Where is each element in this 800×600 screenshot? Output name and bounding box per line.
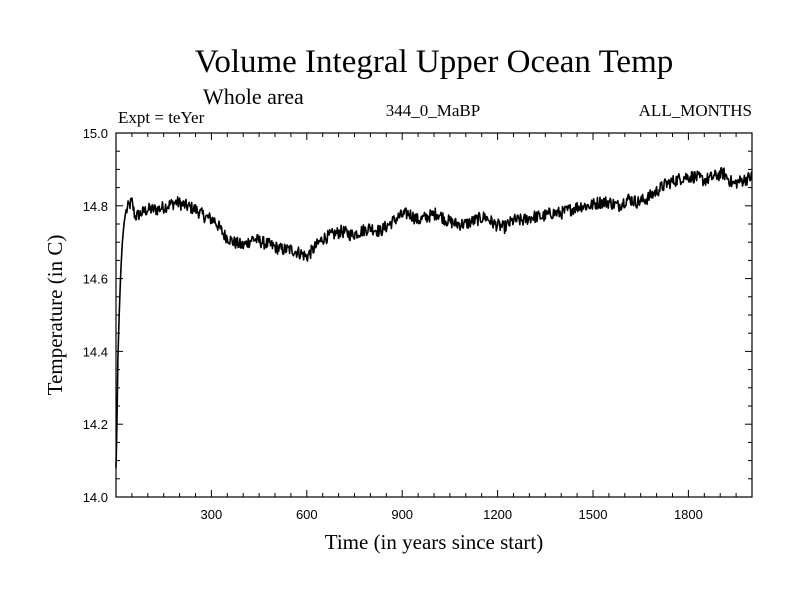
x-axis-ticks: 300 600 900 1200 1500 1800	[131, 133, 737, 522]
center-label: 344_0_MaBP	[386, 101, 480, 120]
x-axis-label: Time (in years since start)	[325, 530, 544, 554]
left-label: Expt = teYer	[118, 108, 205, 127]
y-tick-label: 14.4	[83, 344, 108, 359]
right-label: ALL_MONTHS	[639, 101, 752, 120]
y-tick-label: 14.6	[83, 272, 108, 287]
y-tick-label: 15.0	[83, 126, 108, 141]
series-layer	[115, 167, 753, 468]
x-tick-label: 300	[201, 507, 223, 522]
x-tick-label: 1500	[579, 507, 608, 522]
x-tick-label: 1800	[674, 507, 703, 522]
y-axis-label: Temperature (in C)	[43, 235, 67, 396]
y-tick-label: 14.0	[83, 490, 108, 505]
x-tick-label: 600	[296, 507, 318, 522]
chart-title: Volume Integral Upper Ocean Temp	[195, 44, 673, 80]
y-tick-label: 14.8	[83, 199, 108, 214]
chart-subtitle: Whole area	[203, 84, 304, 109]
y-tick-label: 14.2	[83, 417, 108, 432]
y-axis-ticks: 14.0 14.2 14.4 14.6 14.8 15.0	[83, 126, 752, 505]
x-tick-label: 1200	[483, 507, 512, 522]
series-line	[115, 167, 753, 468]
x-tick-label: 900	[391, 507, 413, 522]
